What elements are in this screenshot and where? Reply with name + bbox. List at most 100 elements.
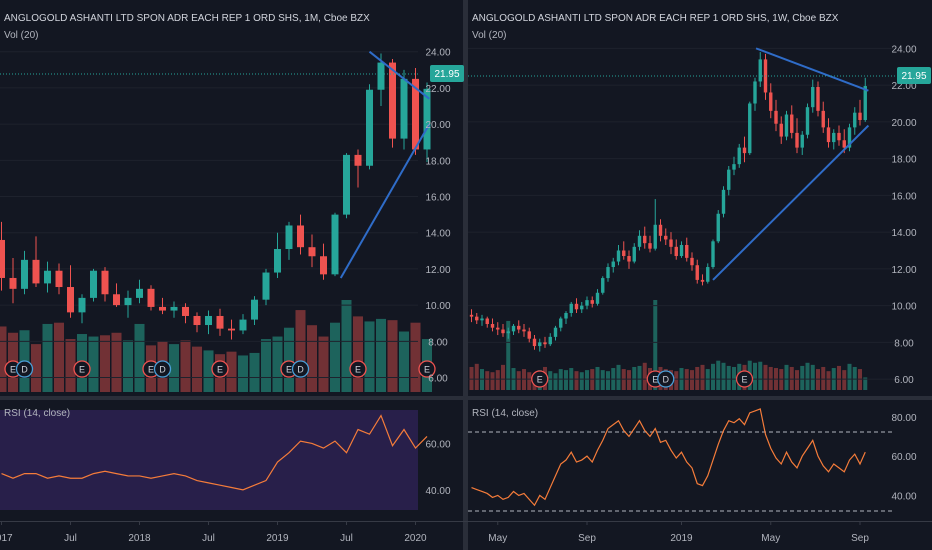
candle-body [32, 259, 40, 284]
event-marker-circle [657, 370, 675, 388]
volume-bar [837, 365, 841, 390]
volume-bar [627, 370, 631, 390]
candle-body [101, 270, 109, 295]
candle-body [706, 267, 710, 282]
volume-bar [364, 321, 375, 392]
candle-body [590, 300, 594, 304]
volume-bar [821, 366, 826, 390]
candle-body [501, 329, 505, 334]
event-marker-circle [418, 360, 436, 378]
trendline [368, 50, 430, 100]
event-marker-circle [211, 360, 229, 378]
event-marker-circle [349, 360, 367, 378]
price-tick-label: 22.00 [425, 84, 450, 95]
price-tick-label: 12.00 [891, 265, 916, 276]
price-tick-label: 16.00 [425, 193, 450, 204]
earnings-marker[interactable]: E [735, 370, 754, 388]
time-axis: MaySep2019MaySep2020 [488, 521, 869, 544]
candle [366, 84, 373, 170]
candle-body [239, 319, 247, 331]
time-axis: 2017 Jul 2018 Jul 2019 Jul 2020 [0, 521, 427, 544]
volume-bar [548, 371, 553, 390]
event-marker-label: D [21, 365, 28, 375]
candle-body [147, 288, 155, 307]
candle-body [700, 279, 705, 282]
earnings-marker[interactable]: E [73, 360, 91, 378]
candle [674, 239, 678, 260]
candle [569, 301, 573, 317]
candle-body [297, 225, 304, 248]
volume-bar [330, 322, 340, 392]
candle [0, 221, 5, 291]
price-tick-label: 10.00 [425, 301, 450, 312]
volume-bar [716, 360, 721, 390]
volume-bar [238, 355, 248, 392]
earnings-marker[interactable]: E [211, 360, 229, 378]
candle [784, 110, 789, 141]
event-marker-label: D [663, 375, 670, 385]
candle-body [816, 86, 820, 111]
price-tick-label: 22.00 [891, 81, 916, 92]
rsi-tick-label: 40.00 [425, 486, 450, 497]
volume-bar [579, 372, 584, 390]
time-tick-label: 2018 [128, 533, 151, 544]
candle [805, 103, 810, 139]
earnings-marker[interactable]: E [531, 370, 549, 388]
earnings-marker[interactable]: E [418, 360, 436, 378]
event-marker-label: E [741, 375, 747, 385]
event-marker-label: E [424, 365, 430, 375]
candle-body [748, 103, 752, 154]
candle [32, 236, 40, 288]
price-tick-label: 6.00 [428, 374, 448, 385]
candle [548, 333, 552, 347]
volume-bar [795, 370, 799, 390]
candle-body [564, 312, 568, 319]
candle-body [821, 110, 825, 128]
candle-body [469, 314, 474, 317]
time-tick-label: 2017 [0, 533, 13, 544]
volume-bar [353, 316, 363, 392]
candle [711, 239, 715, 269]
candle [658, 219, 663, 242]
rsi-series-line [1, 414, 428, 491]
trendline [712, 124, 870, 281]
dividend-marker[interactable]: D [15, 360, 34, 378]
candle [559, 316, 563, 332]
event-marker-circle [153, 360, 172, 378]
candle [774, 99, 778, 132]
candle [159, 297, 166, 315]
volume-bar [111, 332, 122, 392]
candle-body [643, 235, 647, 244]
event-marker-circle [73, 360, 91, 378]
volume-bar [134, 323, 145, 392]
event-marker-label: D [159, 365, 166, 375]
candle [170, 301, 178, 318]
event-marker-label: E [286, 365, 292, 375]
dividend-marker[interactable]: D [657, 370, 675, 388]
volume-bar [249, 352, 260, 392]
volume-bar [65, 339, 76, 392]
dividend-marker[interactable]: D [291, 360, 310, 378]
candle [193, 312, 201, 333]
time-tick-label: 2019 [266, 533, 289, 544]
candle-body [251, 299, 258, 320]
candle [716, 210, 720, 244]
candle-body [527, 331, 531, 339]
candle-body [308, 247, 316, 257]
volume-bar [495, 370, 500, 390]
earnings-marker[interactable]: E [349, 360, 367, 378]
volume-bar [595, 366, 600, 390]
candle-body [616, 250, 621, 262]
candle-body [716, 213, 720, 242]
price-tick-label: 20.00 [425, 120, 450, 131]
trendline [755, 47, 869, 92]
candle [205, 310, 212, 335]
volume-bar [642, 362, 647, 390]
candle [239, 314, 247, 335]
volume-bar [700, 364, 705, 390]
dividend-marker[interactable]: D [153, 360, 172, 378]
